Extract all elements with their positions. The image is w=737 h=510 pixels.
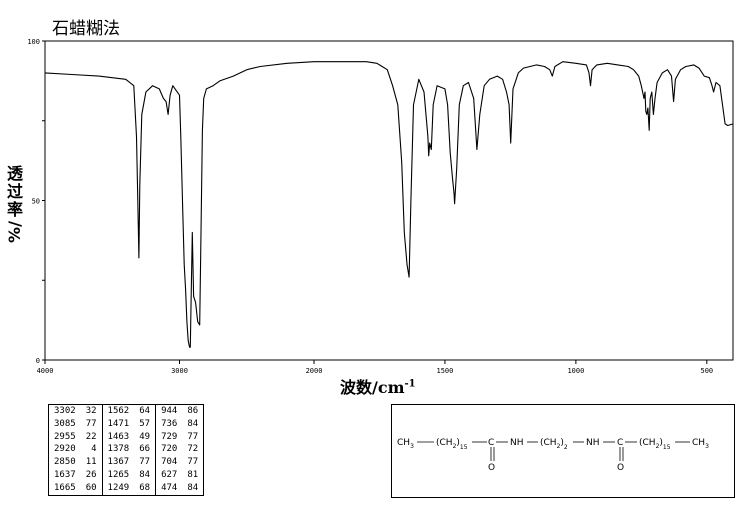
- peak-transmittance: 81: [187, 469, 199, 480]
- x-tick-label: 4000: [37, 367, 54, 375]
- peak-transmittance: 77: [187, 431, 199, 442]
- peak-wavenumber: 2955: [54, 431, 76, 442]
- struct-ch2-group-b: (CH2)2: [540, 438, 568, 451]
- x-axis-label-exponent: -1: [404, 378, 416, 390]
- peak-wavenumber: 1265: [101, 468, 135, 482]
- peak-wavenumber: 736: [155, 417, 183, 431]
- peak-transmittance: 77: [85, 418, 97, 429]
- x-tick-label: 1000: [567, 367, 584, 375]
- peak-transmittance: 77: [139, 457, 151, 468]
- peak-wavenumber: 1249: [101, 481, 135, 496]
- peak-wavenumber: 944: [155, 404, 183, 418]
- peak-transmittance: 84: [187, 482, 199, 493]
- peak-transmittance: 68: [139, 482, 151, 493]
- peak-table-row: 1637 26 1265 84 627 81: [49, 468, 204, 482]
- peak-transmittance: 11: [85, 457, 97, 468]
- peak-table-row: 3085 77 1471 57 736 84: [49, 417, 204, 431]
- y-tick-label: 50: [32, 198, 40, 206]
- peak-wavenumber: 1637: [54, 469, 76, 480]
- x-tick-label: 500: [700, 367, 713, 375]
- struct-ch3-right: CH3: [692, 438, 709, 450]
- peak-table-row: 2850 11 1367 77 704 77: [49, 456, 204, 469]
- x-axis-label-text: 波数/cm: [340, 378, 405, 397]
- peak-transmittance: 86: [187, 406, 199, 416]
- struct-nh-2: NH: [586, 438, 600, 448]
- y-axis-label-text: 透过率: [6, 164, 23, 219]
- struct-ch2-group-c: (CH2)15: [639, 438, 671, 451]
- peak-transmittance: 84: [187, 418, 199, 429]
- peak-wavenumber: 704: [155, 456, 183, 469]
- spectrum-line: [44, 61, 734, 348]
- chart-title: 石蜡糊法: [52, 19, 120, 39]
- peak-table-row: 3302 32 1562 64 944 86: [49, 404, 204, 418]
- peak-wavenumber: 3085: [54, 418, 76, 429]
- peak-wavenumber: 1378: [101, 443, 135, 457]
- peak-table-body: 3302 32 1562 64 944 86 3085 77 1471 57 736 84 2955 22…: [49, 404, 204, 496]
- ir-spectrum-chart: 4000 3000 2000 1500 1000 500 0 50 100: [27, 38, 734, 375]
- peak-transmittance: 66: [139, 444, 151, 455]
- peak-transmittance: 84: [139, 469, 151, 480]
- peak-transmittance: 77: [187, 457, 199, 468]
- peak-transmittance: 4: [91, 444, 97, 455]
- struct-oxygen-2: O: [617, 463, 624, 473]
- peak-wavenumber: 3302: [54, 406, 76, 416]
- peak-transmittance: 26: [85, 469, 97, 480]
- struct-ch3-left: CH3: [397, 438, 414, 450]
- peak-transmittance: 22: [85, 431, 97, 442]
- plot-frame: [44, 40, 734, 361]
- peak-table-row: 1665 60 1249 68 474 84: [49, 481, 204, 496]
- peak-wavenumber: 1463: [101, 430, 135, 444]
- peak-wavenumber: 1471: [101, 417, 135, 431]
- peak-transmittance: 57: [139, 418, 151, 429]
- y-axis-label: 透过率 %/: [4, 164, 26, 243]
- x-tick-label: 3000: [171, 367, 188, 375]
- struct-ch2-group-a: (CH2)15: [436, 438, 468, 451]
- x-tick-label: 1500: [437, 367, 454, 375]
- peak-wavenumber: 2920: [54, 444, 76, 455]
- y-tick-label: 100: [27, 38, 40, 46]
- x-axis-label: 波数/cm-1: [340, 374, 416, 398]
- y-axis-label-unit: %/: [5, 221, 24, 243]
- structure-formula: CH3 (CH2)15 C O NH (CH2)2 NH C O (CH2)15…: [397, 438, 709, 473]
- x-tick-label: 2000: [306, 367, 323, 375]
- peak-transmittance: 64: [139, 406, 151, 416]
- peak-wavenumber: 1665: [54, 482, 76, 493]
- peak-wavenumber: 729: [155, 430, 183, 444]
- peak-table-row: 2955 22 1463 49 729 77: [49, 430, 204, 444]
- peak-transmittance: 60: [85, 482, 97, 493]
- struct-oxygen-1: O: [488, 463, 495, 473]
- peak-table: 3302 32 1562 64 944 86 3085 77 1471 57 736 84 2955 22…: [48, 404, 205, 496]
- struct-carbonyl-c1: C: [488, 438, 494, 448]
- structure-panel: CH3 (CH2)15 C O NH (CH2)2 NH C O (CH2)15…: [391, 404, 735, 498]
- peak-transmittance: 32: [85, 406, 97, 416]
- peak-wavenumber: 1367: [101, 456, 135, 469]
- struct-nh-1: NH: [510, 438, 524, 448]
- peak-wavenumber: 1562: [101, 404, 135, 418]
- peak-table-row: 2920 4 1378 66 720 72: [49, 443, 204, 457]
- peak-wavenumber: 627: [155, 468, 183, 482]
- peak-transmittance: 72: [187, 444, 199, 455]
- peak-transmittance: 49: [139, 431, 151, 442]
- y-tick-label: 0: [36, 357, 40, 365]
- struct-carbonyl-c2: C: [617, 438, 623, 448]
- peak-wavenumber: 2850: [54, 457, 76, 468]
- peak-wavenumber: 720: [155, 443, 183, 457]
- peak-wavenumber: 474: [155, 481, 183, 496]
